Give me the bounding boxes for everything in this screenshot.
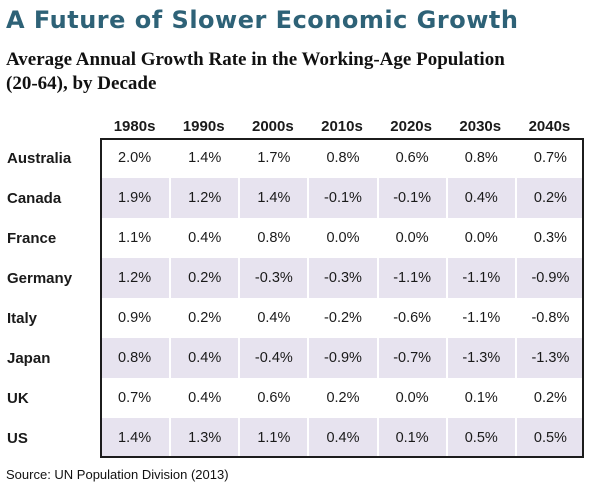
table-cell: 2.0% (100, 138, 170, 178)
row-label: Australia (6, 138, 100, 178)
table-cell: 0.3% (514, 218, 584, 258)
table-cell: -0.3% (307, 258, 377, 298)
table-cell: 0.4% (238, 298, 308, 338)
table-cell: 0.8% (100, 338, 170, 378)
table-cell: 0.7% (100, 378, 170, 418)
table-cell: 0.2% (514, 178, 584, 218)
table-cell: 0.6% (376, 138, 446, 178)
page-title: A Future of Slower Economic Growth (6, 6, 519, 34)
table-cell: -0.1% (376, 178, 446, 218)
table-row-us: US 1.4% 1.3% 1.1% 0.4% 0.1% 0.5% 0.5% (6, 418, 584, 458)
table-cell: 0.0% (376, 378, 446, 418)
column-header-1990s: 1990s (182, 118, 225, 135)
chart-subtitle: Average Annual Growth Rate in the Workin… (6, 48, 585, 96)
table-cell: 0.9% (100, 298, 170, 338)
table-cell: 1.2% (169, 178, 239, 218)
table-cell: 0.1% (445, 378, 515, 418)
table-row-italy: Italy 0.9% 0.2% 0.4% -0.2% -0.6% -1.1% -… (6, 298, 584, 338)
table-cell: 1.1% (100, 218, 170, 258)
column-header-2010s: 2010s (321, 118, 363, 135)
row-label: Italy (6, 298, 100, 338)
table-cell: 0.2% (307, 378, 377, 418)
row-label: France (6, 218, 100, 258)
table-cell: 0.2% (169, 298, 239, 338)
row-label: UK (6, 378, 100, 418)
table-cell: 1.2% (100, 258, 170, 298)
table-cell: -1.3% (445, 338, 515, 378)
table-row-uk: UK 0.7% 0.4% 0.6% 0.2% 0.0% 0.1% 0.2% (6, 378, 584, 418)
table-cell: 0.8% (445, 138, 515, 178)
table-cell: 1.4% (238, 178, 308, 218)
table-cell: 1.4% (100, 418, 170, 458)
table-body: Australia 2.0% 1.4% 1.7% 0.8% 0.6% 0.8% … (6, 138, 584, 458)
table-header-row: 1980s 1990s 2000s 2010s 2020s 2030s 2040… (6, 116, 584, 138)
table-cell: 0.4% (307, 418, 377, 458)
row-label: US (6, 418, 100, 458)
column-header-2020s: 2020s (390, 118, 432, 135)
table-cell: -1.1% (445, 298, 515, 338)
table-cell: -0.8% (514, 298, 584, 338)
table-row-canada: Canada 1.9% 1.2% 1.4% -0.1% -0.1% 0.4% 0… (6, 178, 584, 218)
table-cell: 0.4% (169, 338, 239, 378)
row-label: Germany (6, 258, 100, 298)
table-cell: -0.3% (238, 258, 308, 298)
row-label: Japan (6, 338, 100, 378)
table-cell: 0.7% (514, 138, 584, 178)
table-cell: 0.4% (445, 178, 515, 218)
table-cell: 0.0% (307, 218, 377, 258)
table-cell: 1.9% (100, 178, 170, 218)
table-cell: 1.3% (169, 418, 239, 458)
table-cell: -0.7% (376, 338, 446, 378)
table-cell: 0.2% (169, 258, 239, 298)
table-row-japan: Japan 0.8% 0.4% -0.4% -0.9% -0.7% -1.3% … (6, 338, 584, 378)
table-cell: 0.6% (238, 378, 308, 418)
table-cell: 0.0% (376, 218, 446, 258)
table-cell: -1.1% (445, 258, 515, 298)
table-cell: -1.3% (514, 338, 584, 378)
table-cell: 0.8% (307, 138, 377, 178)
table-cell: -0.6% (376, 298, 446, 338)
table-cell: 0.2% (514, 378, 584, 418)
table-cell: 1.7% (238, 138, 308, 178)
column-header-1980s: 1980s (113, 118, 156, 135)
table-cell: -0.9% (307, 338, 377, 378)
row-label: Canada (6, 178, 100, 218)
table-cell: 0.0% (445, 218, 515, 258)
subtitle-line-2: (20-64), by Decade (6, 73, 157, 94)
column-header-2000s: 2000s (251, 118, 294, 135)
column-header-2040s: 2040s (528, 118, 571, 135)
table-cell: -0.2% (307, 298, 377, 338)
table-row-australia: Australia 2.0% 1.4% 1.7% 0.8% 0.6% 0.8% … (6, 138, 584, 178)
table-row-germany: Germany 1.2% 0.2% -0.3% -0.3% -1.1% -1.1… (6, 258, 584, 298)
source-note: Source: UN Population Division (2013) (6, 467, 229, 482)
table-cell: 0.8% (238, 218, 308, 258)
table-cell: 0.5% (514, 418, 584, 458)
table-cell: -1.1% (376, 258, 446, 298)
table-cell: -0.4% (238, 338, 308, 378)
table-cell: 1.1% (238, 418, 308, 458)
table-cell: 0.5% (445, 418, 515, 458)
table-cell: -0.1% (307, 178, 377, 218)
column-header-2030s: 2030s (459, 118, 502, 135)
table-cell: -0.9% (514, 258, 584, 298)
table-cell: 0.4% (169, 218, 239, 258)
table-cell: 0.1% (376, 418, 446, 458)
table-row-france: France 1.1% 0.4% 0.8% 0.0% 0.0% 0.0% 0.3… (6, 218, 584, 258)
table-cell: 1.4% (169, 138, 239, 178)
table-cell: 0.4% (169, 378, 239, 418)
subtitle-line-1: Average Annual Growth Rate in the Workin… (6, 49, 505, 70)
growth-rate-table: 1980s 1990s 2000s 2010s 2020s 2030s 2040… (6, 116, 584, 458)
